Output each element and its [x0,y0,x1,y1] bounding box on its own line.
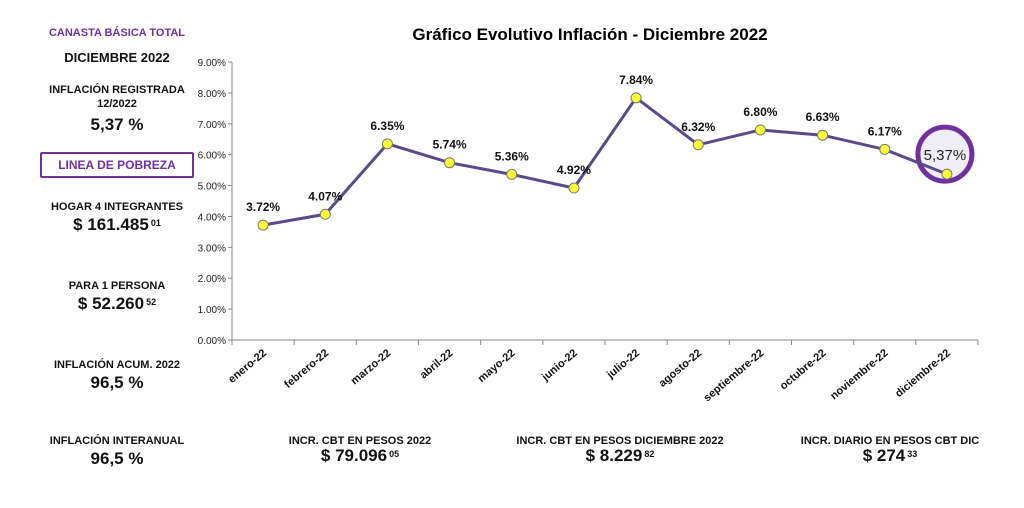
inflation-label: INFLACIÓN REGISTRADA [49,84,185,96]
data-point [568,182,580,194]
x-category-label: septiembre-22 [701,347,766,404]
household-label: HOGAR 4 INTEGRANTES [50,201,183,213]
cbt-dec-value: $ 8.229 82 [500,446,740,466]
data-point [506,168,518,180]
data-point [630,92,642,104]
person-amount: $ 52.260 [77,294,145,313]
data-label: 6.17% [868,124,902,138]
y-tick-label: 7.00% [198,120,226,131]
x-category-label: abril-22 [418,347,456,381]
y-tick-label: 9.00% [198,58,226,69]
data-point [381,138,393,150]
x-category-label: noviembre-22 [828,347,891,402]
cbt-year-cents: 05 [389,449,400,459]
x-category-label: marzo-22 [349,347,394,387]
data-label: 4.92% [557,163,591,177]
person-cents: 52 [146,297,157,307]
x-category-label: mayo-22 [476,347,518,385]
chart-axes: 0.00% 1.00% 2.00% 3.00% 4.00% 5.00% 6.00% 7.00%… [198,58,979,404]
y-tick-label: 6.00% [198,151,226,162]
x-category-label: diciembre-22 [893,347,953,400]
data-label: 6.32% [681,120,715,134]
x-category-label: junio-22 [539,347,580,384]
x-category-label: febrero-22 [282,347,331,391]
highlight-label: 5,37% [924,147,967,164]
basket-header: CANASTA BÁSICA TOTAL [48,27,186,39]
cbt-daily-value: $ 274 33 [780,446,1000,466]
data-label: 6.35% [370,119,404,133]
cbt-dec-label: INCR. CBT EN PESOS DICIEMBRE 2022 [516,435,724,447]
household-cents: 01 [150,218,161,228]
data-point [692,139,704,151]
data-point [879,143,891,155]
cbt-dec-cents: 82 [644,449,655,459]
yoy-label: INFLACIÓN INTERANUAL [49,435,185,447]
data-point [754,124,766,136]
data-point [257,219,269,231]
basket-month: DICIEMBRE 2022 [64,50,170,65]
data-point [817,129,829,141]
y-tick-label: 2.00% [198,274,226,285]
yoy-value: 96,5 % [90,449,144,468]
household-value: $ 161.485 01 [22,215,212,235]
x-category-label: enero-22 [226,347,269,386]
poverty-line-button[interactable]: LINEA DE POBREZA [40,152,194,178]
data-point [941,168,953,180]
x-category-label: julio-22 [604,347,642,382]
data-label: 7.84% [619,73,653,87]
cbt-daily-label: INCR. DIARIO EN PESOS CBT DIC [800,435,980,447]
cbt-year-value: $ 79.096 05 [240,446,480,466]
data-label: 3.72% [246,200,280,214]
inflation-period: 12/2022 [97,98,137,110]
inflation-series-line [262,96,948,227]
data-label: 6.63% [806,110,840,124]
y-tick-label: 3.00% [198,243,226,254]
data-label: 4.07% [308,189,342,203]
cbt-year-amount: $ 79.096 [320,446,388,465]
data-point [444,157,456,169]
cbt-daily-amount: $ 274 [862,446,906,465]
data-label: 5.74% [433,138,467,152]
person-label: PARA 1 PERSONA [68,280,166,292]
person-value: $ 52.260 52 [22,294,212,314]
y-tick-label: 8.00% [198,89,226,100]
x-category-label: octubre-22 [778,347,829,392]
chart-title: Gráfico Evolutivo Inflación - Diciembre … [412,25,767,44]
y-tick-label: 4.00% [198,212,226,223]
chart-series: 5,37% 3.72% 4.07% 6.35% 5.74% 5.36% 4.92% 7.84%… [246,73,975,231]
accum-label: INFLACIÓN ACUM. 2022 [53,359,181,371]
accum-value: 96,5 % [90,373,144,392]
x-category-label: agosto-22 [657,347,705,390]
cbt-year-label: INCR. CBT EN PESOS 2022 [288,435,432,447]
data-label: 5.36% [495,149,529,163]
cbt-dec-amount: $ 8.229 [585,446,643,465]
y-tick-label: 0.00% [198,336,226,347]
inflation-value: 5,37 % [90,115,144,134]
y-tick-label: 5.00% [198,182,226,193]
household-amount: $ 161.485 [73,215,149,234]
data-point [319,208,331,220]
data-label: 6.80% [743,105,777,119]
y-tick-label: 1.00% [198,305,226,316]
cbt-daily-cents: 33 [907,449,918,459]
